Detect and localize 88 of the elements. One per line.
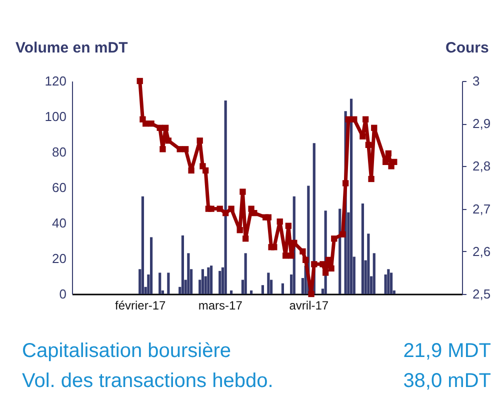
point [365,142,372,148]
bar [210,266,213,294]
point [382,158,389,166]
point [228,206,234,212]
bar [244,253,247,294]
y-tick-label: 0 [59,286,66,302]
point [328,265,334,272]
y-tick-label: 60 [52,180,66,195]
y-tick-label: 40 [52,216,66,230]
bar [338,208,342,294]
bar [201,269,204,294]
bar [167,272,170,294]
bar [390,272,393,294]
point [136,78,143,84]
point [322,270,329,276]
bar [224,100,227,294]
bar [372,253,376,294]
bar [261,285,264,294]
point [385,150,392,156]
y2-axis-title: Cours [446,40,489,56]
point [308,290,314,298]
y2-tick-label: 2,8 [472,158,491,174]
point [196,138,203,144]
point [271,244,278,250]
point [340,231,346,238]
y2-tick-label: 2,9 [472,116,491,132]
bar [141,196,144,294]
point [276,218,283,225]
bar [267,272,270,294]
point [311,261,318,268]
text: 38,0 mDT [403,370,491,393]
point [360,133,366,140]
point [202,167,209,174]
point [300,248,306,254]
point [162,124,169,131]
point [182,146,189,152]
bar [207,267,210,294]
bar [218,270,222,294]
point [208,206,214,212]
point [331,236,338,242]
x-tick-label: mars-17 [198,298,243,312]
point [160,146,166,152]
y2-tick-label: 2,6 [472,244,491,259]
point [368,176,374,182]
y2-tick-label: 2,7 [472,201,491,216]
point [362,116,369,122]
bar [350,98,353,294]
y2-tick-label: 2,5 [472,286,491,302]
bar [150,237,153,294]
point [265,214,272,220]
point [251,210,258,216]
point [240,188,246,195]
point [222,210,229,216]
point [320,261,326,268]
y2-tick-label: 3 [472,74,480,88]
y-axis-title: Volume en mDT [16,40,128,56]
point [148,120,154,127]
bar [281,283,284,294]
text: Capitalisation boursière [22,340,232,363]
x-tick-label: février-17 [115,298,166,312]
bar [361,203,364,294]
point [288,252,294,259]
point [216,206,223,212]
point [371,124,378,131]
point [351,116,358,122]
y-tick-label: 80 [52,144,66,160]
point [285,222,292,229]
point [302,256,309,263]
bar [230,290,233,294]
point [242,236,249,242]
bar [367,234,370,294]
point [342,180,349,186]
point [325,256,332,263]
bar [158,272,162,294]
bar [250,290,253,294]
bar [181,235,184,294]
point [391,158,398,166]
y-tick-label: 20 [52,251,66,266]
y-tick-label: 120 [44,74,66,88]
bar [187,253,190,294]
point [236,227,243,234]
text: 21,9 MDT [403,340,491,363]
text: Vol. des transactions hebdo. [22,370,274,393]
point [165,138,172,144]
bar [387,269,390,294]
point [188,167,194,174]
x-tick-label: avril-17 [289,298,329,312]
y-tick-label: 100 [44,109,66,124]
